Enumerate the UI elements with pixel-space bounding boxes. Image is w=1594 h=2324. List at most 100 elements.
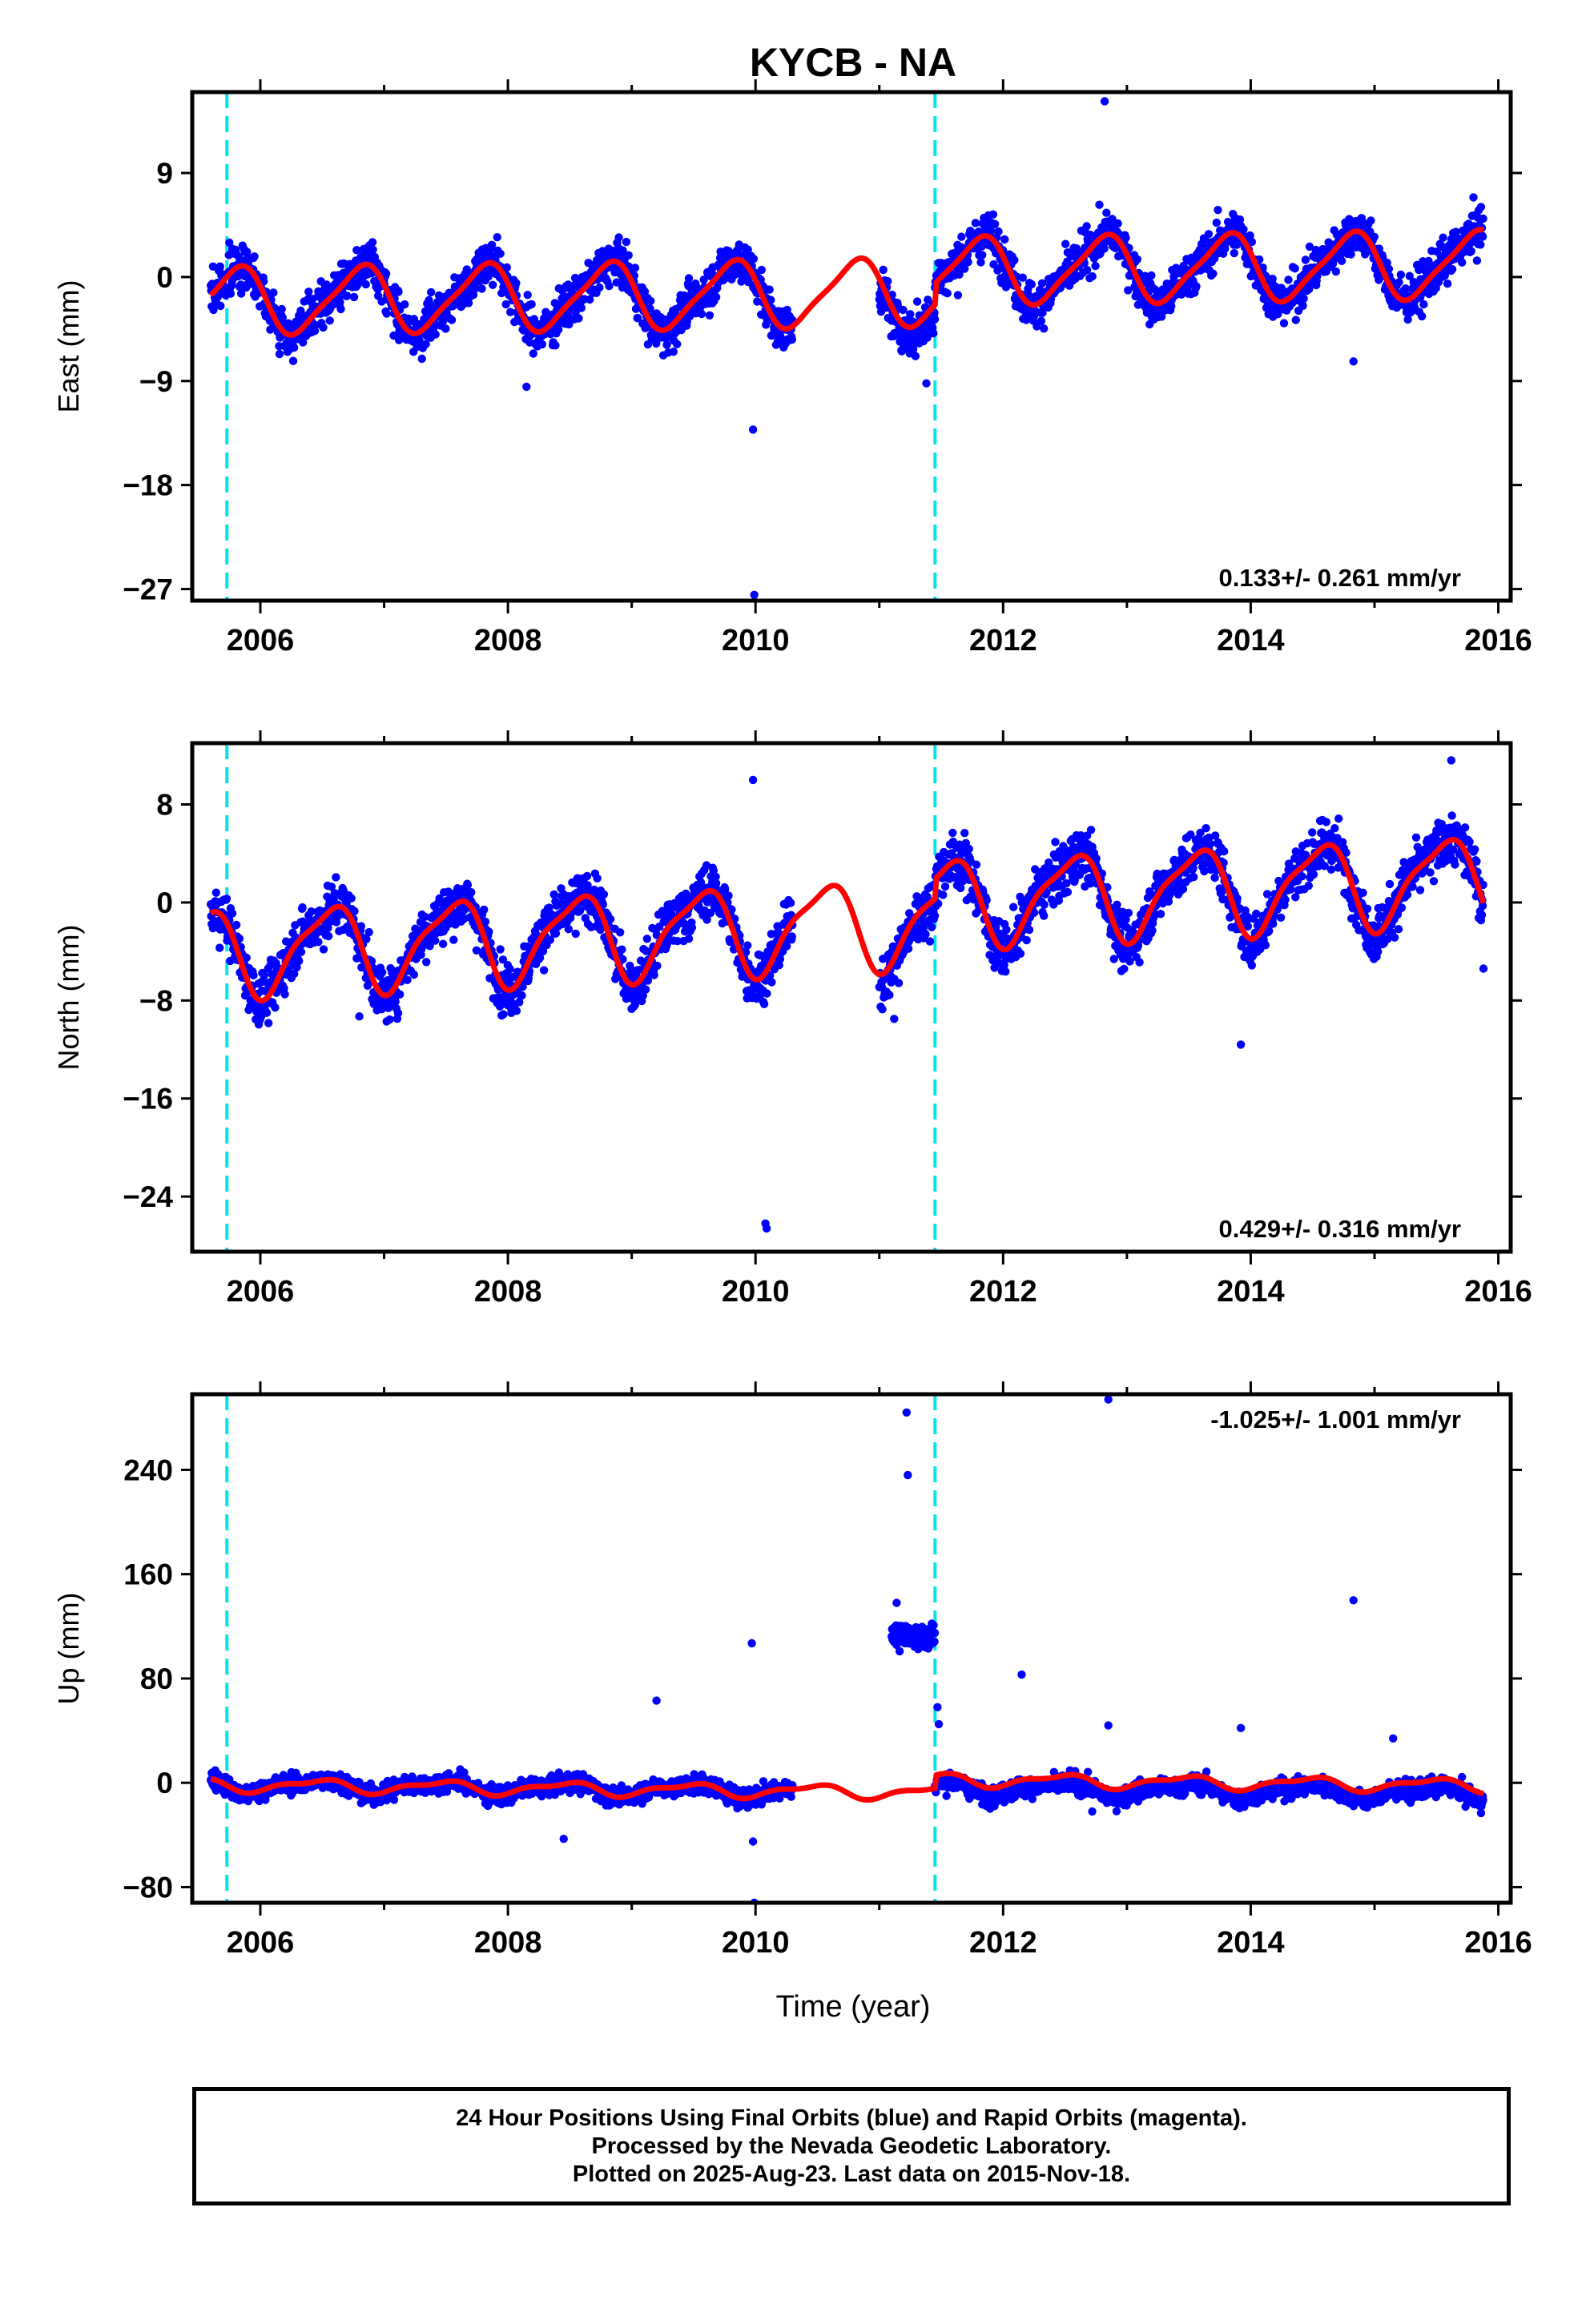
data-point — [480, 905, 489, 915]
data-point — [960, 829, 969, 838]
data-point — [574, 314, 583, 323]
data-point — [1419, 300, 1428, 309]
data-point — [551, 929, 561, 938]
data-point — [381, 269, 391, 278]
data-point — [1102, 208, 1111, 217]
outlier-point — [1349, 357, 1358, 366]
data-point — [1148, 926, 1157, 935]
data-point — [899, 305, 908, 315]
data-point — [1124, 286, 1133, 295]
plot-frame — [190, 90, 1513, 603]
data-point — [1396, 270, 1406, 279]
data-point — [1167, 302, 1176, 311]
data-point — [646, 296, 655, 305]
data-point — [1246, 231, 1254, 240]
data-point — [290, 969, 299, 979]
data-point — [884, 277, 892, 286]
data-point — [1040, 324, 1049, 333]
data-point — [646, 304, 654, 313]
data-point — [1024, 925, 1034, 935]
data-point — [1010, 255, 1019, 265]
data-point — [605, 281, 614, 291]
data-point — [515, 998, 524, 1007]
data-point — [1346, 250, 1355, 259]
data-point — [743, 941, 752, 950]
data-point — [964, 844, 973, 854]
data-point — [1479, 214, 1487, 223]
outlier-point — [522, 382, 531, 392]
data-point — [215, 943, 224, 952]
data-point — [1016, 949, 1025, 959]
data-point — [401, 300, 409, 309]
data-point — [1120, 964, 1129, 974]
data-point — [1082, 266, 1092, 275]
data-point — [552, 901, 562, 911]
data-point — [529, 315, 539, 324]
data-point — [1298, 301, 1307, 310]
data-point — [767, 978, 776, 987]
data-point — [626, 961, 634, 971]
data-point — [1367, 216, 1375, 225]
data-point — [1100, 244, 1109, 253]
data-point — [571, 929, 580, 939]
data-point — [535, 953, 545, 963]
data-point — [1202, 824, 1210, 833]
data-point — [1061, 239, 1070, 248]
data-point — [496, 945, 505, 954]
data-point — [1204, 230, 1214, 239]
data-point — [449, 935, 458, 944]
data-point — [1230, 248, 1239, 258]
data-point — [1189, 872, 1198, 882]
data-point — [307, 907, 316, 916]
data-point — [1395, 278, 1403, 287]
data-point — [441, 324, 450, 333]
data-point — [576, 906, 585, 915]
data-point — [471, 283, 480, 293]
plot-area — [207, 743, 1488, 1252]
data-point — [393, 1008, 403, 1018]
data-point — [1276, 913, 1286, 923]
data-point — [469, 290, 478, 300]
data-point — [650, 971, 658, 979]
data-point — [467, 888, 476, 897]
data-point — [595, 283, 604, 292]
data-point — [499, 1010, 508, 1019]
data-point — [1095, 200, 1104, 209]
data-point — [299, 338, 308, 347]
data-point — [1002, 925, 1011, 935]
data-point — [711, 292, 721, 302]
data-point — [1210, 873, 1219, 883]
data-point — [976, 258, 985, 267]
data-point — [304, 287, 313, 296]
data-point — [264, 1019, 273, 1027]
data-point — [990, 219, 1000, 228]
data-point — [343, 292, 352, 300]
data-point — [571, 308, 580, 316]
model-fit-line — [208, 227, 1485, 338]
data-point — [586, 295, 594, 304]
data-point — [277, 304, 286, 314]
x-tick-label: 2014 — [1217, 624, 1285, 657]
data-point — [1001, 967, 1010, 976]
data-point — [209, 305, 218, 315]
data-point — [211, 888, 220, 897]
data-point — [1476, 240, 1485, 249]
data-point — [1439, 233, 1447, 242]
data-point — [377, 297, 386, 306]
data-point — [759, 999, 769, 1009]
data-point — [1209, 269, 1218, 278]
data-point — [972, 860, 981, 869]
data-point — [1279, 319, 1289, 328]
data-point — [925, 937, 935, 946]
data-point — [687, 923, 697, 932]
data-point — [908, 344, 918, 354]
data-point — [988, 210, 998, 219]
data-point — [227, 909, 237, 918]
data-point — [1337, 256, 1346, 265]
data-point — [409, 970, 418, 979]
data-point — [231, 920, 241, 930]
data-point — [765, 285, 774, 294]
data-point — [1235, 215, 1245, 224]
data-point — [1458, 258, 1467, 267]
data-point — [614, 233, 623, 242]
